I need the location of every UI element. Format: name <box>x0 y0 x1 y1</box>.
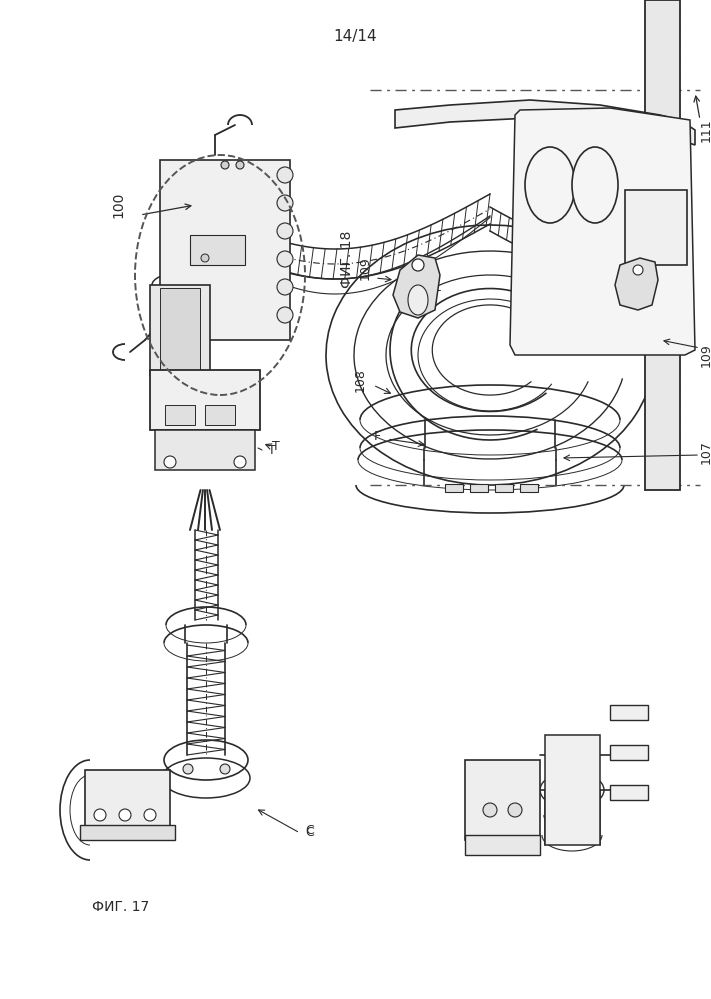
Bar <box>610 745 648 760</box>
Text: T: T <box>272 441 279 454</box>
Circle shape <box>277 251 293 267</box>
Bar <box>465 760 540 840</box>
Bar <box>610 705 648 720</box>
Polygon shape <box>510 108 695 355</box>
Ellipse shape <box>408 285 428 315</box>
Text: ФИГ. 17: ФИГ. 17 <box>92 900 150 914</box>
Circle shape <box>483 803 497 817</box>
Text: 108: 108 <box>353 368 366 392</box>
Circle shape <box>277 307 293 323</box>
Text: C: C <box>306 826 314 839</box>
Ellipse shape <box>572 147 618 223</box>
Text: F: F <box>373 431 380 444</box>
Bar <box>610 785 648 800</box>
Bar <box>165 405 195 425</box>
Circle shape <box>144 809 156 821</box>
Circle shape <box>201 254 209 262</box>
Text: 109: 109 <box>700 343 711 367</box>
Circle shape <box>277 223 293 239</box>
Circle shape <box>277 167 293 183</box>
Circle shape <box>633 265 643 275</box>
Bar <box>465 835 540 855</box>
Text: 14/14: 14/14 <box>333 29 377 44</box>
Circle shape <box>164 456 176 468</box>
Bar <box>205 405 235 425</box>
Polygon shape <box>395 100 695 145</box>
Bar <box>150 370 260 430</box>
Bar <box>645 0 680 490</box>
Polygon shape <box>615 258 658 310</box>
Bar <box>160 288 200 370</box>
Text: 111: 111 <box>700 118 711 142</box>
Circle shape <box>220 764 230 774</box>
Circle shape <box>508 803 522 817</box>
Circle shape <box>234 456 246 468</box>
Text: ФИГ. 18: ФИГ. 18 <box>340 231 354 289</box>
Bar <box>520 484 538 492</box>
Bar <box>85 770 170 830</box>
Bar <box>80 825 175 840</box>
Circle shape <box>94 809 106 821</box>
Text: 100: 100 <box>111 192 125 218</box>
Bar <box>470 484 488 492</box>
Bar <box>190 235 245 265</box>
Circle shape <box>221 161 229 169</box>
Bar <box>545 735 600 845</box>
Text: 107: 107 <box>700 441 711 464</box>
Bar <box>495 484 513 492</box>
Circle shape <box>236 161 244 169</box>
Circle shape <box>412 259 424 271</box>
Text: T: T <box>268 444 276 457</box>
Bar <box>625 190 687 265</box>
Circle shape <box>183 764 193 774</box>
Bar <box>445 484 463 492</box>
Text: C: C <box>306 823 314 836</box>
Circle shape <box>277 279 293 295</box>
Bar <box>150 285 210 375</box>
Bar <box>155 430 255 470</box>
Text: 109: 109 <box>358 256 372 280</box>
Ellipse shape <box>525 147 575 223</box>
Polygon shape <box>393 255 440 318</box>
Circle shape <box>119 809 131 821</box>
Bar <box>160 160 290 340</box>
Circle shape <box>277 195 293 211</box>
